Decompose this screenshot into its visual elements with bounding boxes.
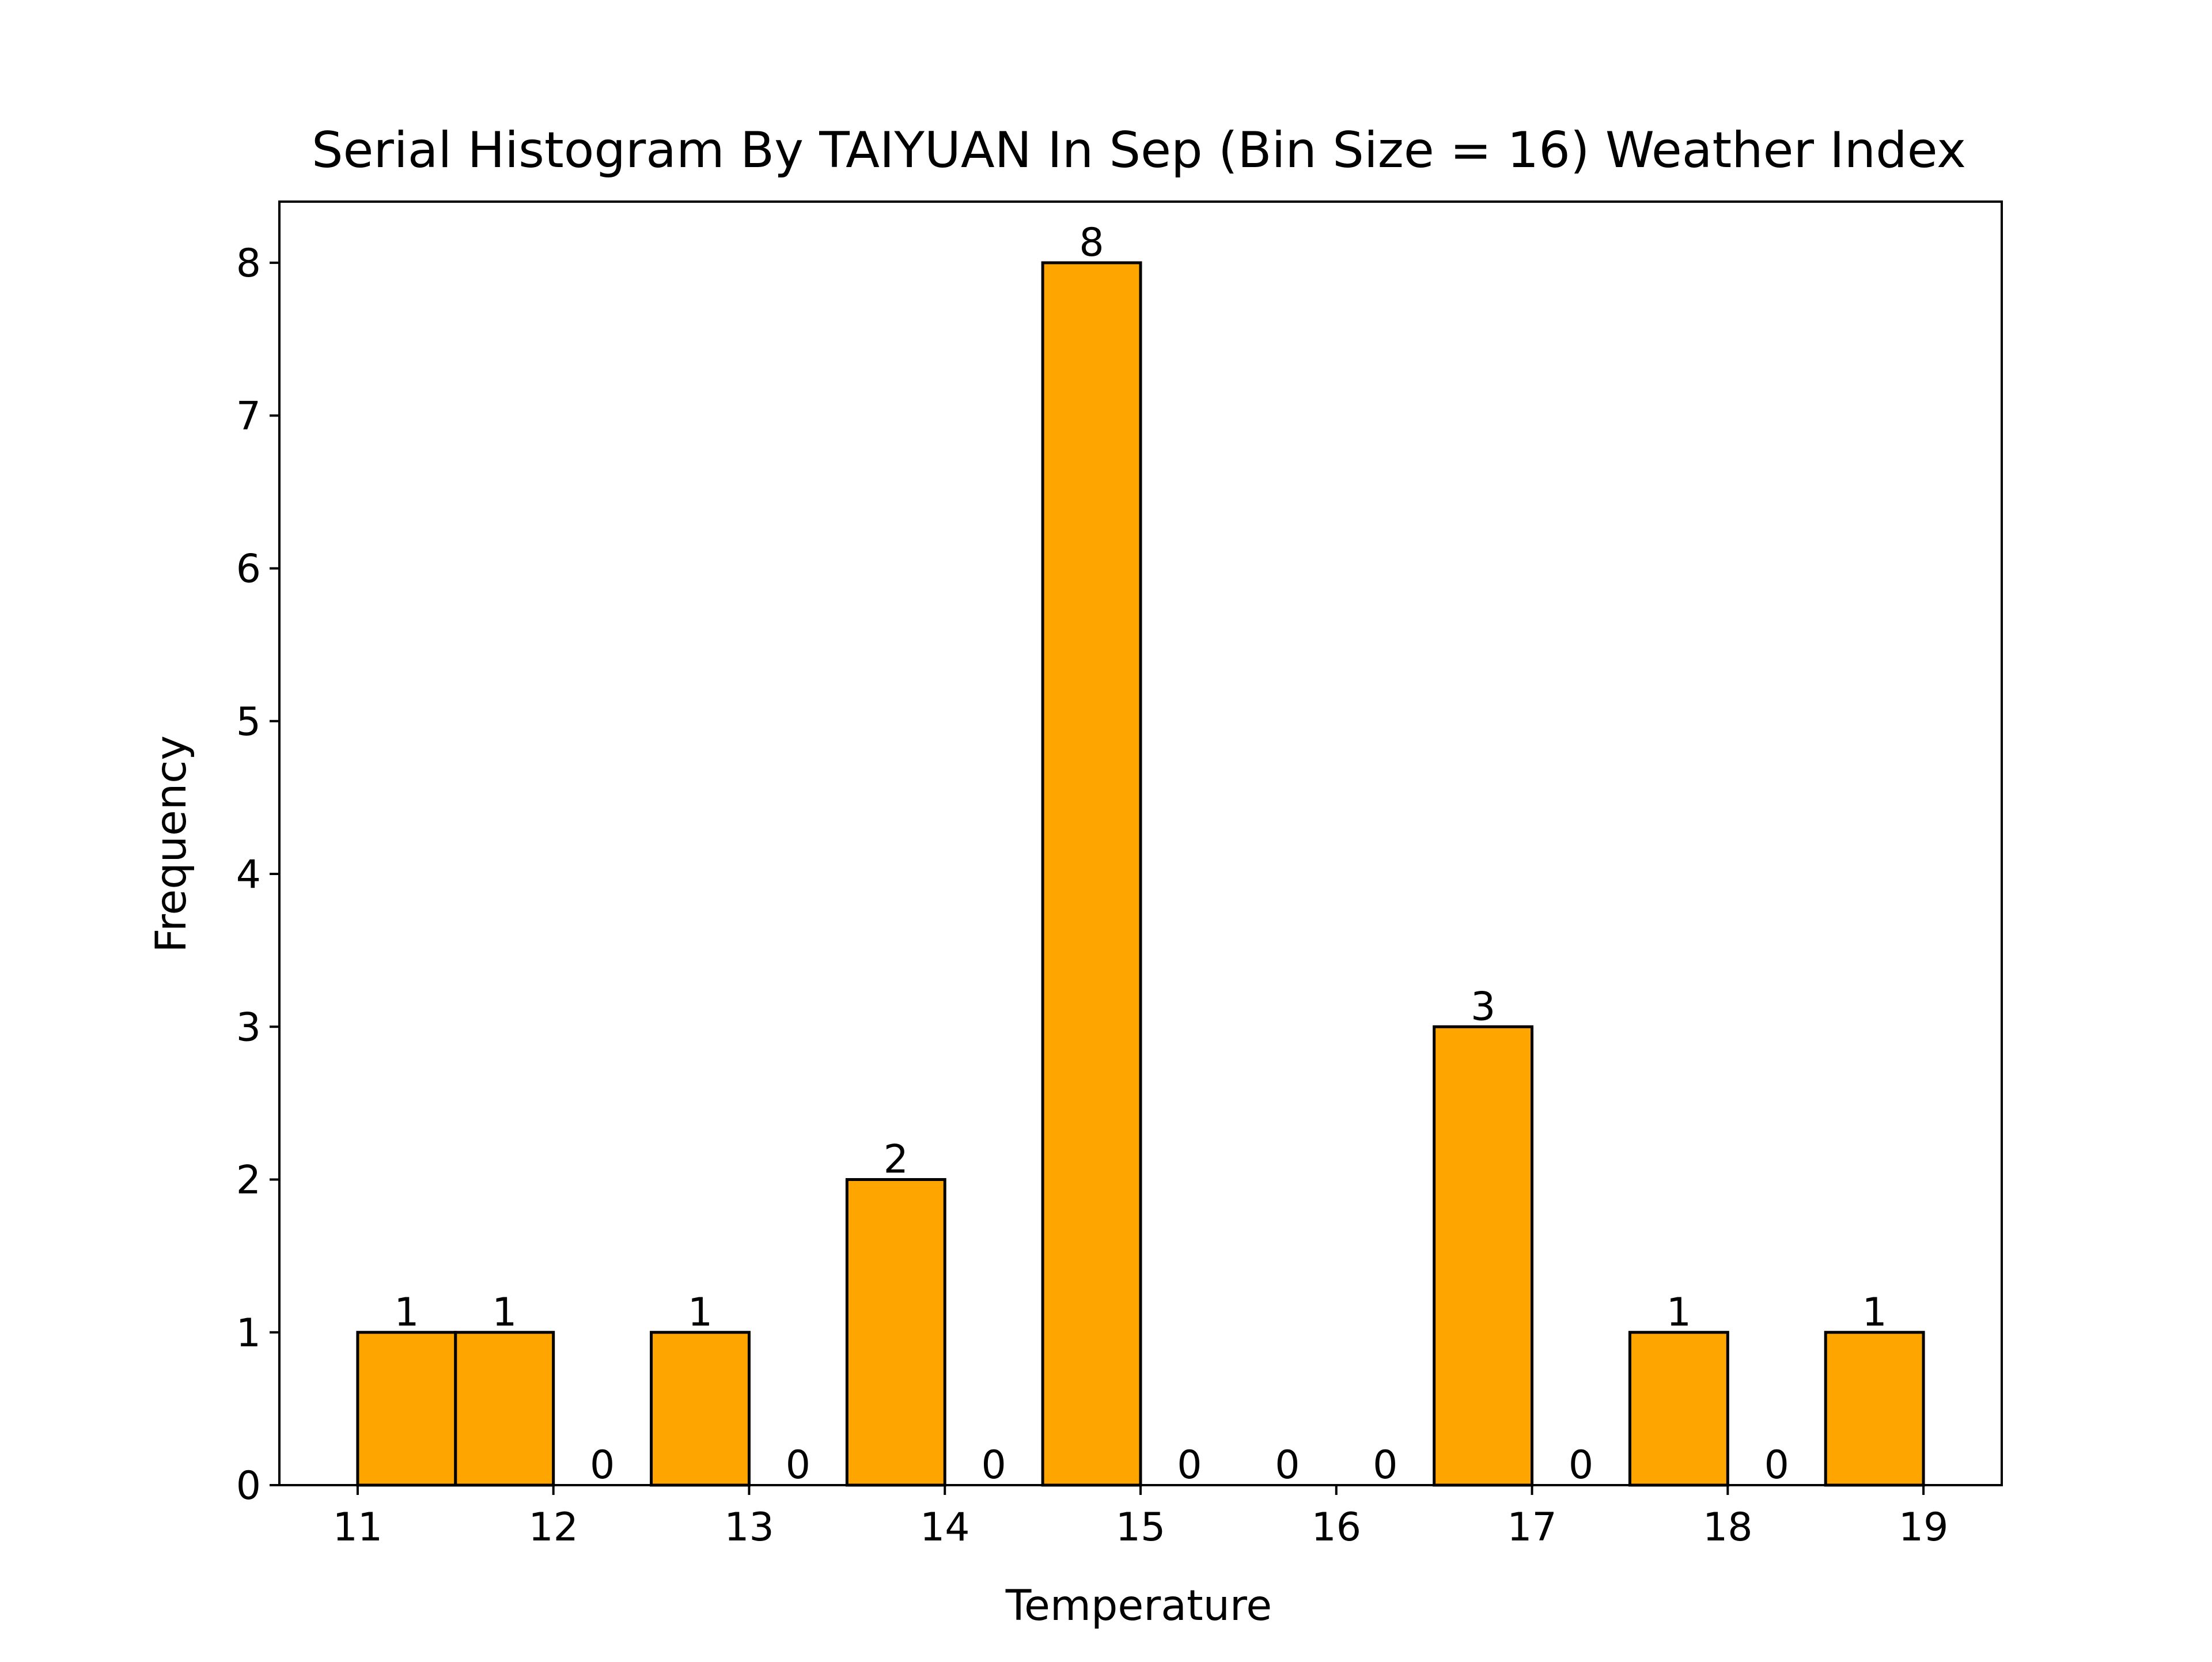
histogram-bar xyxy=(845,1178,946,1487)
y-tick-label: 2 xyxy=(236,1158,261,1203)
histogram-bar xyxy=(356,1331,457,1487)
x-tick-label: 15 xyxy=(1116,1505,1166,1550)
y-tick-label: 7 xyxy=(236,393,261,439)
x-tick-label: 14 xyxy=(920,1505,970,1550)
x-tick-label: 17 xyxy=(1507,1505,1557,1550)
bar-value-label: 1 xyxy=(492,1290,517,1335)
y-tick-label: 3 xyxy=(236,1005,261,1050)
y-tick-label: 0 xyxy=(236,1463,261,1509)
histogram-bar xyxy=(454,1331,555,1487)
y-axis: 0 1 2 3 4 5 6 7 8 xyxy=(236,241,279,1509)
bar-value-label: 2 xyxy=(884,1137,908,1183)
bar-value-label: 1 xyxy=(1862,1290,1887,1335)
histogram-bar xyxy=(1041,261,1142,1487)
y-axis-label: Frequency xyxy=(147,735,196,952)
bar-labels-group: 1 1 0 1 0 2 0 8 0 0 0 3 0 1 0 1 xyxy=(394,220,1887,1488)
x-tick-label: 11 xyxy=(333,1505,383,1550)
bar-value-label: 0 xyxy=(590,1443,615,1488)
bar-value-label: 0 xyxy=(1764,1443,1789,1488)
x-axis: 11 12 13 14 15 16 17 18 19 xyxy=(333,1485,1949,1550)
bar-value-label: 0 xyxy=(1275,1443,1300,1488)
bar-value-label: 8 xyxy=(1079,220,1104,266)
histogram-bar xyxy=(650,1331,751,1487)
bar-value-label: 0 xyxy=(1373,1443,1397,1488)
x-tick-label: 13 xyxy=(724,1505,774,1550)
plot-frame xyxy=(278,200,2003,1486)
bar-value-label: 1 xyxy=(688,1290,713,1335)
x-tick-label: 18 xyxy=(1703,1505,1753,1550)
x-tick-label: 16 xyxy=(1312,1505,1362,1550)
bar-value-label: 1 xyxy=(394,1290,419,1335)
bar-value-label: 1 xyxy=(1666,1290,1691,1335)
bar-value-label: 0 xyxy=(1177,1443,1202,1488)
chart-title: Serial Histogram By TAIYUAN In Sep (Bin … xyxy=(312,122,1966,179)
histogram-bar xyxy=(1628,1331,1729,1487)
histogram-bar xyxy=(1433,1025,1534,1487)
y-tick-label: 8 xyxy=(236,241,261,286)
x-tick-label: 19 xyxy=(1899,1505,1949,1550)
bars-group xyxy=(356,261,1925,1487)
bar-value-label: 3 xyxy=(1471,984,1495,1029)
y-tick-label: 1 xyxy=(236,1311,261,1356)
bar-value-label: 0 xyxy=(1569,1443,1593,1488)
y-tick-label: 6 xyxy=(236,547,261,592)
histogram-bar xyxy=(1824,1331,1925,1487)
bar-value-label: 0 xyxy=(786,1443,810,1488)
y-tick-label: 4 xyxy=(236,852,261,898)
y-tick-label: 5 xyxy=(236,699,261,745)
x-axis-label: Temperature xyxy=(1005,1581,1272,1630)
x-tick-label: 12 xyxy=(528,1505,578,1550)
bar-value-label: 0 xyxy=(982,1443,1006,1488)
